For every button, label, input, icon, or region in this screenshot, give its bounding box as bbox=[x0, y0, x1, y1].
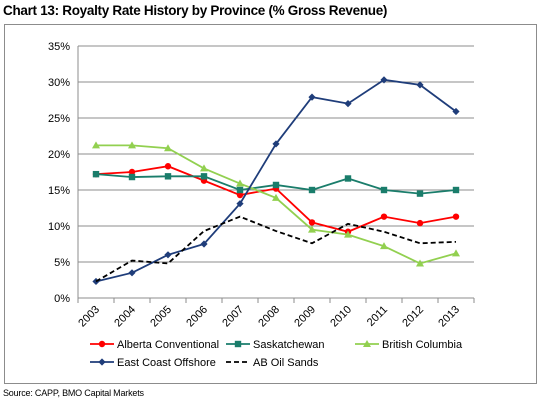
series-line-east-coast-offshore bbox=[95, 78, 457, 283]
series-east-coast-offshore bbox=[92, 76, 460, 286]
y-tick-label: 30% bbox=[48, 77, 70, 89]
series-line-british-columbia bbox=[96, 144, 457, 265]
data-point-alberta-conventional bbox=[452, 213, 460, 220]
series-ab-oil-sands bbox=[95, 215, 457, 283]
data-point-east-coast-offshore bbox=[452, 107, 460, 116]
y-tick-label: 35% bbox=[48, 41, 70, 53]
y-tick-label: 20% bbox=[48, 149, 70, 161]
data-point-east-coast-offshore bbox=[236, 200, 244, 208]
data-point-british-columbia bbox=[344, 230, 352, 238]
legend-swatch-marker bbox=[363, 340, 371, 347]
series-line-ab-oil-sands bbox=[95, 215, 457, 283]
x-tick-label: 2008 bbox=[256, 304, 282, 330]
legend-item-british-columbia: British Columbia bbox=[355, 339, 463, 351]
data-point-british-columbia bbox=[92, 141, 100, 149]
data-point-alberta-conventional bbox=[236, 191, 244, 199]
data-point-alberta-conventional bbox=[380, 213, 388, 220]
data-point-british-columbia bbox=[164, 144, 172, 152]
data-point-alberta-conventional bbox=[416, 219, 424, 227]
data-point-east-coast-offshore bbox=[200, 240, 208, 248]
data-point-east-coast-offshore bbox=[344, 100, 352, 108]
x-tick-label: 2009 bbox=[292, 304, 318, 330]
data-point-east-coast-offshore bbox=[416, 81, 424, 89]
data-point-east-coast-offshore bbox=[128, 269, 136, 277]
x-tick-label: 2012 bbox=[400, 304, 426, 330]
y-tick-label: 25% bbox=[48, 113, 70, 125]
data-point-saskatchewan bbox=[272, 181, 280, 189]
data-point-saskatchewan bbox=[92, 170, 100, 178]
y-tick-label: 10% bbox=[48, 221, 70, 233]
legend-label: Alberta Conventional bbox=[117, 339, 219, 351]
data-point-saskatchewan bbox=[236, 186, 244, 194]
data-point-british-columbia bbox=[308, 225, 316, 233]
chart-frame bbox=[4, 24, 537, 384]
x-tick-label: 2013 bbox=[436, 304, 462, 330]
series-british-columbia bbox=[92, 141, 460, 267]
x-tick-label: 2010 bbox=[328, 304, 354, 330]
legend-label: Saskatchewan bbox=[253, 339, 325, 351]
legend-label: East Coast Offshore bbox=[117, 357, 216, 369]
x-tick-label: 2011 bbox=[365, 304, 390, 329]
x-tick-label: 2007 bbox=[220, 304, 246, 330]
data-point-british-columbia bbox=[416, 259, 424, 267]
y-tick-label: 0% bbox=[54, 293, 70, 305]
data-point-saskatchewan bbox=[416, 190, 424, 197]
data-point-saskatchewan bbox=[308, 186, 316, 194]
data-point-saskatchewan bbox=[380, 186, 388, 194]
y-tick-label: 5% bbox=[54, 257, 70, 269]
chart-heading: Chart 13: Royalty Rate History by Provin… bbox=[3, 3, 388, 18]
legend-item-ab-oil-sands: AB Oil Sands bbox=[226, 357, 319, 369]
data-point-east-coast-offshore bbox=[272, 140, 280, 148]
legend-item-east-coast-offshore: East Coast Offshore bbox=[90, 357, 216, 369]
x-tick-label: 2004 bbox=[112, 304, 138, 330]
legend-label: AB Oil Sands bbox=[253, 357, 319, 369]
legend-item-alberta-conventional: Alberta Conventional bbox=[90, 339, 219, 351]
data-point-british-columbia bbox=[200, 164, 208, 172]
legend-swatch-marker bbox=[234, 340, 242, 348]
data-point-saskatchewan bbox=[200, 173, 208, 180]
legend-item-saskatchewan: Saskatchewan bbox=[226, 339, 325, 351]
data-point-british-columbia bbox=[272, 193, 280, 201]
x-tick-label: 2003 bbox=[76, 304, 102, 330]
chart-legend: Alberta Conventional Saskatchewan British … bbox=[90, 339, 463, 369]
data-point-saskatchewan bbox=[128, 173, 136, 181]
data-point-british-columbia bbox=[236, 179, 244, 187]
x-tick-label: 2006 bbox=[184, 304, 210, 330]
data-point-alberta-conventional bbox=[308, 219, 316, 226]
legend-swatch-marker bbox=[98, 358, 106, 366]
data-point-alberta-conventional bbox=[164, 163, 172, 170]
data-point-east-coast-offshore bbox=[380, 76, 388, 84]
data-point-saskatchewan bbox=[344, 175, 352, 182]
data-point-saskatchewan bbox=[452, 186, 460, 194]
data-point-east-coast-offshore bbox=[308, 93, 316, 101]
x-tick-label: 2005 bbox=[148, 304, 174, 330]
y-tick-label: 15% bbox=[48, 185, 70, 197]
data-point-british-columbia bbox=[128, 141, 136, 149]
data-point-saskatchewan bbox=[164, 173, 172, 180]
legend-label: British Columbia bbox=[382, 339, 463, 351]
data-point-british-columbia bbox=[380, 242, 388, 250]
data-point-east-coast-offshore bbox=[164, 251, 172, 259]
series-saskatchewan bbox=[92, 170, 460, 197]
data-point-alberta-conventional bbox=[128, 168, 136, 176]
data-point-british-columbia bbox=[452, 249, 460, 257]
legend-swatch-marker bbox=[98, 340, 106, 348]
source-note: Source: CAPP, BMO Capital Markets bbox=[3, 388, 144, 398]
